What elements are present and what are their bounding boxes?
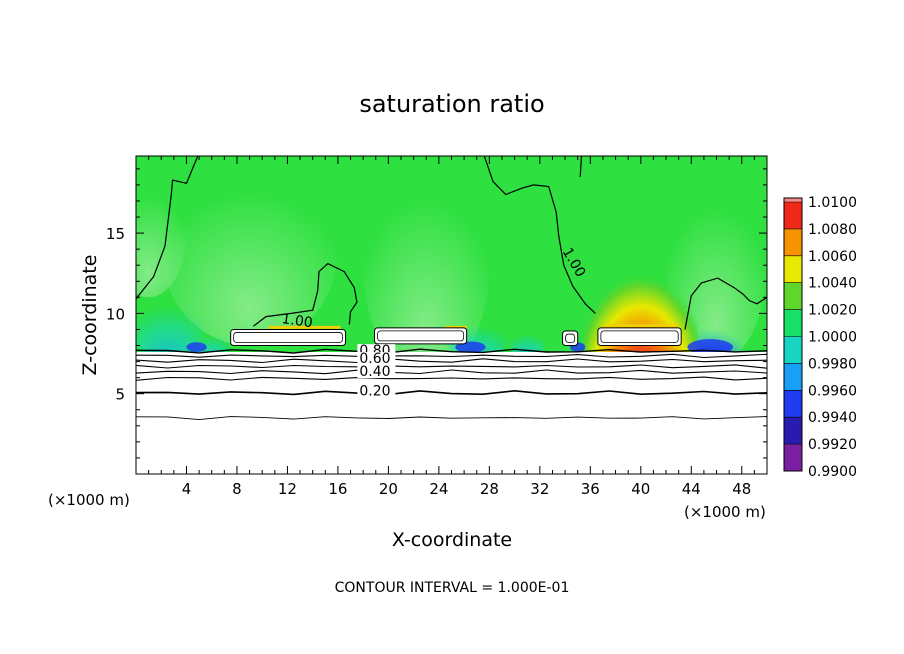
x-unit-right: (×1000 m)	[684, 503, 766, 521]
colorbar-label: 0.9940	[808, 410, 857, 426]
y-tick-label: 10	[106, 305, 125, 323]
contour-label-bg	[357, 365, 396, 379]
contour-line	[136, 416, 767, 421]
field-shading	[602, 324, 679, 328]
cloud-region-inner-contour	[600, 330, 679, 343]
contour-line	[136, 376, 767, 381]
colorbar-label: 0.9960	[808, 383, 857, 399]
cloud-region-inner-contour	[377, 330, 465, 342]
y-tick-label: 15	[106, 225, 125, 243]
cloud-region	[230, 328, 346, 347]
contour-line-1.00	[579, 156, 583, 177]
colorbar-band	[784, 336, 802, 364]
cloud-region	[374, 327, 468, 345]
plot-area: 1.001.000.800.600.400.20	[136, 156, 767, 474]
colorbar-label: 0.9920	[808, 437, 857, 453]
cloud-region-inner-contour	[565, 333, 576, 343]
x-unit-left: (×1000 m)	[48, 491, 130, 509]
contour-line	[136, 389, 767, 396]
x-tick-label: 4	[182, 480, 192, 498]
x-tick-label: 36	[581, 480, 600, 498]
y-axis-label: Z-coordinate	[79, 255, 101, 376]
x-tick-label: 8	[232, 480, 242, 498]
colorbar-label: 1.0020	[808, 303, 857, 319]
colorbar-label: 0.9900	[808, 464, 857, 480]
x-tick-label: 40	[631, 480, 650, 498]
contour-line-1.00	[136, 156, 199, 300]
contour-label: 0.20	[359, 383, 390, 399]
x-axis-label: X-coordinate	[392, 529, 512, 551]
contour-line	[136, 369, 767, 375]
contour-line	[136, 348, 767, 354]
x-tick-label: 48	[732, 480, 751, 498]
x-tick-label: 12	[278, 480, 297, 498]
colorbar-band	[784, 417, 802, 445]
contour-line	[136, 353, 767, 359]
colorbar-band	[784, 309, 802, 337]
contour-line	[136, 364, 767, 369]
cloud-region	[597, 327, 682, 347]
colorbar-label: 0.9980	[808, 356, 857, 372]
colorbar-label: 1.0040	[808, 276, 857, 292]
colorbar-band	[784, 390, 802, 418]
colorbar-band	[784, 444, 802, 471]
x-tick-label: 32	[530, 480, 549, 498]
cloud-region-inner-contour	[233, 332, 343, 343]
contour-line	[136, 358, 767, 364]
x-tick-label: 24	[429, 480, 448, 498]
colorbar-band	[784, 363, 802, 391]
chart-title: saturation ratio	[359, 90, 544, 118]
x-tick-label: 28	[480, 480, 499, 498]
colorbar-band	[784, 198, 802, 202]
colorbar-label: 1.0060	[808, 249, 857, 265]
field-shading	[186, 342, 207, 352]
colorbar-label: 1.0080	[808, 222, 857, 238]
colorbar-label: 1.0000	[808, 330, 857, 346]
contour-label-bg	[357, 384, 396, 398]
contour-label: 0.40	[359, 364, 390, 380]
field-shading	[136, 281, 206, 362]
y-tick-label: 5	[115, 386, 125, 404]
contour-line-1.00	[483, 156, 596, 314]
contour-label: 1.00	[281, 311, 314, 331]
field-shading	[268, 325, 341, 329]
cloud-region	[562, 330, 579, 347]
colorbar-band	[784, 255, 802, 283]
x-tick-label: 20	[379, 480, 398, 498]
colorbar-band	[784, 282, 802, 310]
x-tick-label: 16	[328, 480, 347, 498]
colorbar-label: 1.0100	[808, 195, 857, 211]
contour-line-1.00	[684, 277, 767, 330]
contour-interval-note: CONTOUR INTERVAL = 1.000E-01	[335, 580, 570, 596]
x-tick-label: 44	[682, 480, 701, 498]
field-shading	[161, 156, 338, 346]
colorbar-band	[784, 228, 802, 256]
contour-label-bg	[357, 352, 396, 366]
field-shading	[508, 324, 547, 357]
field-shading	[136, 168, 187, 298]
colorbar-band	[784, 202, 802, 229]
contour-line-1.00	[253, 262, 358, 327]
contour-label: 0.60	[359, 351, 390, 367]
